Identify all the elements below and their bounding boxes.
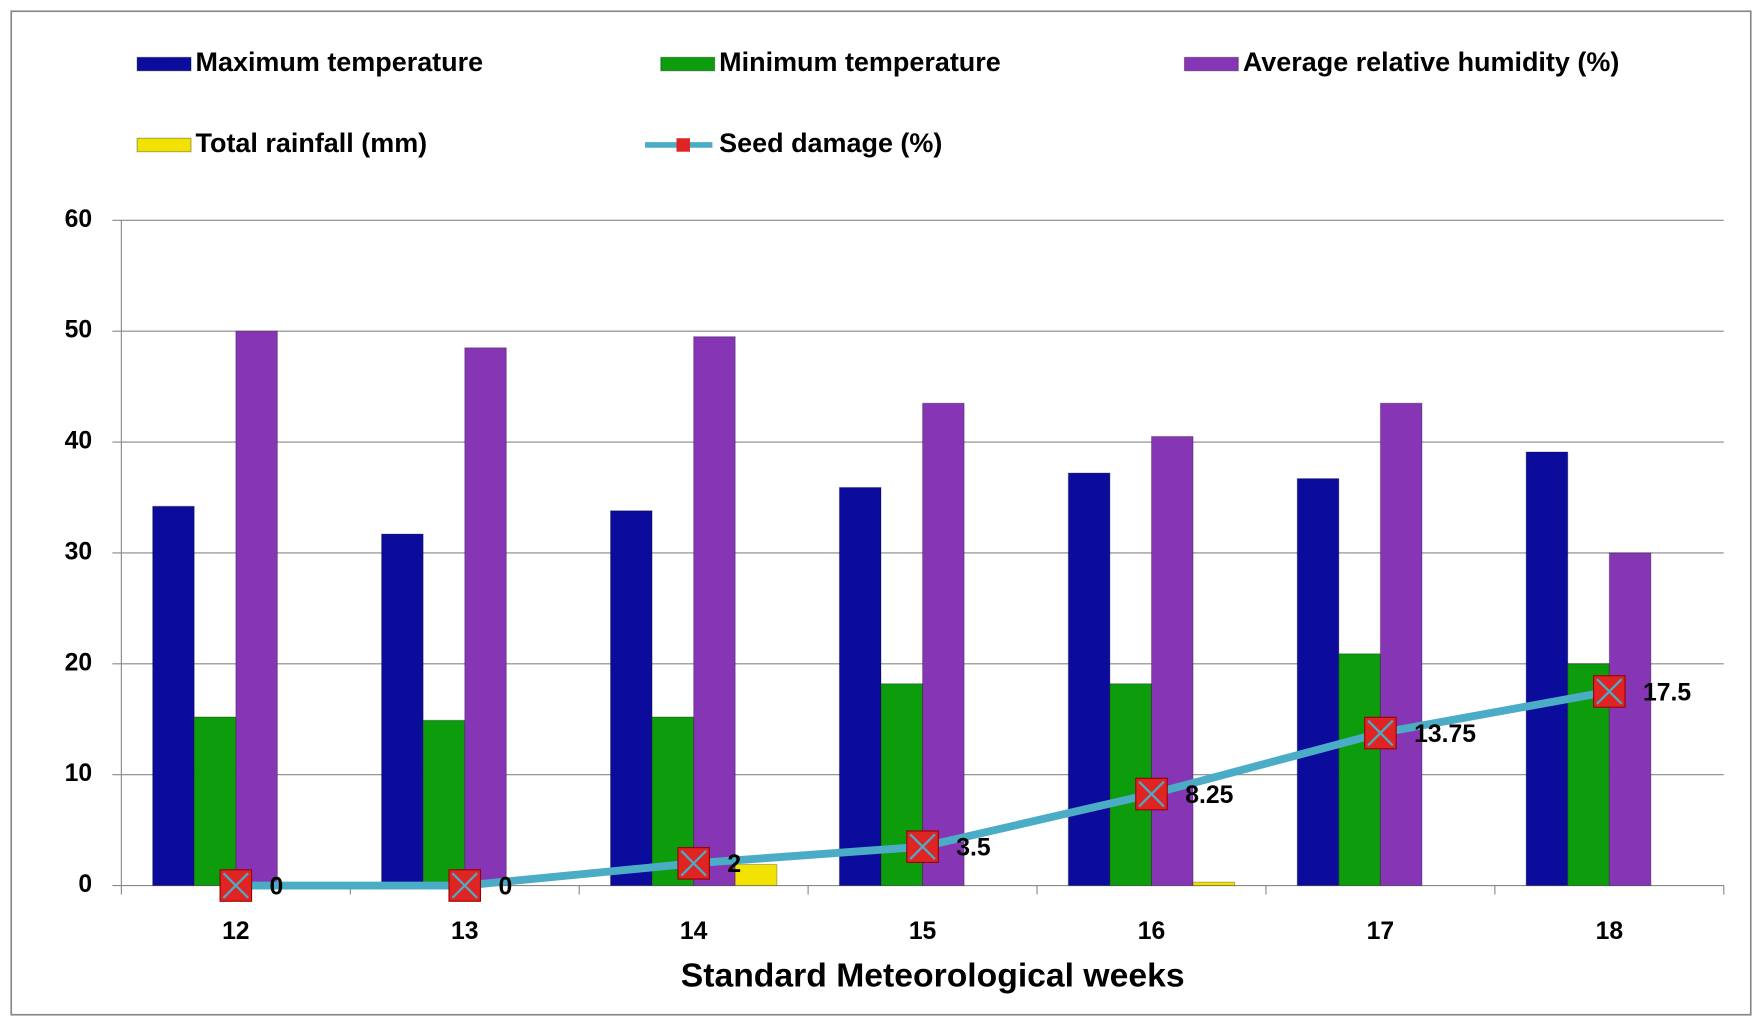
bar [422, 719, 466, 887]
data-label: 2 [727, 851, 741, 878]
y-tick-label: 50 [65, 317, 93, 344]
bar [1379, 402, 1423, 887]
marker [219, 869, 253, 902]
bar [1067, 472, 1111, 887]
data-label: 0 [270, 873, 284, 900]
bar [922, 402, 965, 887]
x-tick-label: 13 [451, 918, 479, 945]
bar [1525, 451, 1569, 887]
y-tick-label: 40 [65, 428, 93, 455]
bar [1192, 881, 1236, 887]
marker [1364, 716, 1397, 750]
marker [1593, 675, 1626, 708]
y-tick-label: 30 [65, 538, 93, 565]
data-label: 13.75 [1414, 721, 1476, 748]
bar [838, 486, 882, 887]
y-tick-label: 0 [78, 871, 92, 898]
marker [906, 830, 939, 864]
marker [677, 847, 710, 880]
legend-swatch [136, 137, 192, 153]
bar [609, 510, 653, 887]
x-tick-label: 14 [680, 918, 708, 945]
data-label: 8.25 [1185, 782, 1233, 809]
y-tick-label: 20 [65, 649, 93, 676]
x-tick-label: 15 [909, 918, 937, 945]
data-label: 17.5 [1643, 679, 1691, 706]
bar [1296, 478, 1340, 887]
bar [1338, 653, 1381, 887]
legend-label: Minimum temperature [719, 47, 1001, 77]
legend-swatch [1183, 56, 1239, 72]
legend-label: Maximum temperature [196, 47, 484, 77]
data-label: 0 [498, 873, 512, 900]
bar [193, 716, 237, 887]
legend-label: Total rainfall (mm) [196, 128, 428, 158]
data-label: 3.5 [956, 834, 991, 861]
x-tick-label: 12 [222, 918, 250, 945]
bar [464, 347, 507, 887]
y-tick-label: 60 [65, 206, 93, 233]
legend-label: Average relative humidity (%) [1243, 47, 1619, 77]
marker [448, 869, 482, 902]
x-tick-label: 17 [1367, 918, 1395, 945]
bar [1608, 552, 1652, 887]
x-tick-label: 18 [1596, 918, 1624, 945]
bar [734, 863, 778, 887]
y-tick-label: 10 [65, 760, 93, 787]
x-tick-label: 16 [1138, 918, 1166, 945]
legend-label: Seed damage (%) [719, 128, 942, 158]
bar [1150, 435, 1194, 887]
legend-swatch [136, 56, 192, 72]
bar [152, 505, 195, 887]
bar [381, 533, 424, 887]
x-axis-title: Standard Meteorological weeks [681, 957, 1185, 995]
legend-swatch [676, 138, 690, 152]
bar [235, 330, 278, 887]
bar [693, 336, 736, 887]
legend-swatch [660, 56, 716, 72]
marker [1135, 777, 1168, 811]
